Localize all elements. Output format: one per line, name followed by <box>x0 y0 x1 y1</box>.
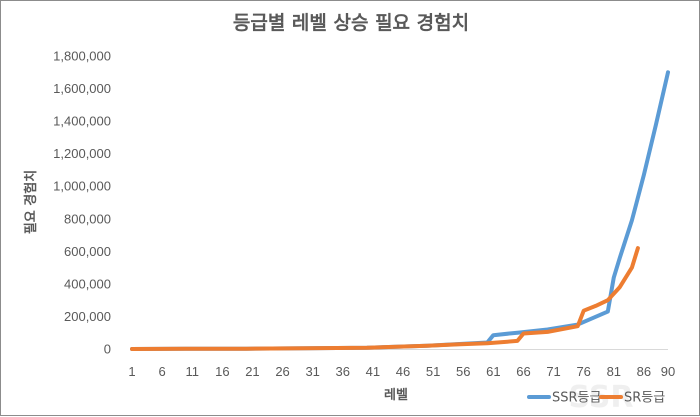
legend-label: SSR등급 <box>552 391 601 406</box>
x-tick-label: 71 <box>546 364 560 379</box>
x-tick-label: 66 <box>516 364 530 379</box>
x-tick-label: 56 <box>456 364 470 379</box>
series-line-SR등급 <box>130 246 640 351</box>
x-tick-label: 51 <box>426 364 440 379</box>
y-axis-title: 필요 경험치 <box>23 170 39 234</box>
x-tick-label: 81 <box>607 364 621 379</box>
x-tick-label: 21 <box>245 364 259 379</box>
y-tick-label: 1,400,000 <box>53 114 111 129</box>
y-tick-label: 600,000 <box>64 244 111 259</box>
x-tick-label: 90 <box>661 364 675 379</box>
x-tick-label: 61 <box>486 364 500 379</box>
x-tick-label: 1 <box>128 364 135 379</box>
x-tick-label: 31 <box>305 364 319 379</box>
legend: SSR등급 SR등급 <box>527 391 665 406</box>
y-tick-label: 1,600,000 <box>53 81 111 96</box>
x-tick-label: 6 <box>158 364 165 379</box>
x-tick-label: 26 <box>275 364 289 379</box>
y-tick-label: 0 <box>104 342 111 357</box>
x-tick-label: 41 <box>366 364 380 379</box>
y-tick-label: 200,000 <box>64 309 111 324</box>
y-tick-label: 400,000 <box>64 276 111 291</box>
legend-label: SR등급 <box>624 391 665 406</box>
plot-area: 0 200,000 400,000 600,000 800,000 1,000,000 1,… <box>53 49 675 380</box>
x-tick-label: 86 <box>637 364 651 379</box>
x-tick-label: 16 <box>215 364 229 379</box>
x-axis-title: 레벨 <box>384 388 408 403</box>
x-tick-label: 76 <box>576 364 590 379</box>
x-tick-label: 46 <box>396 364 410 379</box>
y-tick-label: 1,200,000 <box>53 146 111 161</box>
x-tick-label: 11 <box>185 364 199 379</box>
y-tick-label: 1,000,000 <box>53 179 111 194</box>
y-tick-label: 1,800,000 <box>53 49 111 64</box>
chart-title: 등급별 레벨 상승 필요 경험치 <box>233 12 469 34</box>
x-tick-label: 36 <box>336 364 350 379</box>
y-tick-label: 800,000 <box>64 211 111 226</box>
